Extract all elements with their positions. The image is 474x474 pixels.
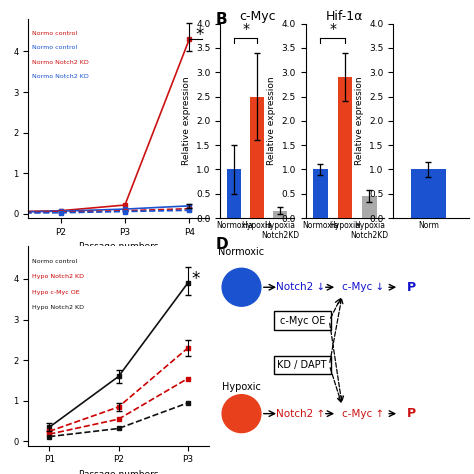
FancyBboxPatch shape <box>274 311 331 330</box>
Text: Normo Notch2 KD: Normo Notch2 KD <box>32 74 89 79</box>
Text: Normoxic: Normoxic <box>219 247 264 257</box>
Text: KD / DAPT: KD / DAPT <box>277 360 327 370</box>
Y-axis label: Relative expression: Relative expression <box>267 77 276 165</box>
Bar <box>250 97 264 218</box>
Text: Hypo Notch2 KD: Hypo Notch2 KD <box>32 305 84 310</box>
Circle shape <box>222 395 261 433</box>
Circle shape <box>222 268 261 306</box>
Title: c-Myc: c-Myc <box>239 9 275 23</box>
Title: Hif-1α: Hif-1α <box>326 9 364 23</box>
Text: *: * <box>196 26 204 44</box>
Bar <box>337 77 352 218</box>
Text: Hypo c-Myc OE: Hypo c-Myc OE <box>32 290 80 294</box>
X-axis label: Passage numbers: Passage numbers <box>79 242 158 251</box>
Text: *: * <box>242 22 249 36</box>
Y-axis label: Relative expression: Relative expression <box>355 77 364 165</box>
FancyBboxPatch shape <box>274 356 331 374</box>
Text: Hypoxic: Hypoxic <box>222 382 261 392</box>
Bar <box>411 170 446 218</box>
Y-axis label: Relative expression: Relative expression <box>182 77 191 165</box>
Text: Notch2 ↓: Notch2 ↓ <box>276 282 326 292</box>
Text: P: P <box>407 281 416 294</box>
Text: *: * <box>329 22 336 36</box>
Bar <box>313 170 328 218</box>
Text: Normo control: Normo control <box>32 31 77 36</box>
Bar <box>362 196 377 218</box>
Text: D: D <box>216 237 228 252</box>
Bar <box>228 170 241 218</box>
Text: Notch2 ↑: Notch2 ↑ <box>276 409 326 419</box>
Text: *: * <box>191 270 200 288</box>
Text: c-Myc OE: c-Myc OE <box>280 316 325 326</box>
Text: c-Myc ↓: c-Myc ↓ <box>342 282 384 292</box>
Text: c-Myc ↑: c-Myc ↑ <box>342 409 384 419</box>
Text: Normo control: Normo control <box>32 259 77 264</box>
Text: B: B <box>216 12 228 27</box>
Text: Normo control: Normo control <box>32 46 77 50</box>
Bar <box>273 211 287 218</box>
Text: P: P <box>407 407 416 420</box>
X-axis label: Passage numbers: Passage numbers <box>79 470 158 474</box>
Text: Normo Notch2 KD: Normo Notch2 KD <box>32 60 89 64</box>
Text: Hypo Notch2 KD: Hypo Notch2 KD <box>32 274 84 279</box>
